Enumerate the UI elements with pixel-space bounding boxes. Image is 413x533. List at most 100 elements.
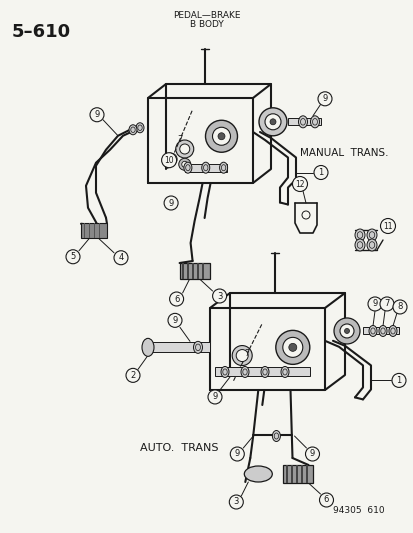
Text: 8: 8 <box>396 302 402 311</box>
Ellipse shape <box>136 123 144 133</box>
Circle shape <box>66 250 80 264</box>
Circle shape <box>168 313 182 327</box>
Text: 3: 3 <box>216 292 222 301</box>
Circle shape <box>313 166 327 180</box>
Circle shape <box>169 292 183 306</box>
Circle shape <box>181 161 188 167</box>
Text: 5: 5 <box>70 252 76 261</box>
Circle shape <box>305 447 319 461</box>
Circle shape <box>344 328 349 334</box>
Bar <box>192 263 194 279</box>
Circle shape <box>269 119 275 125</box>
Circle shape <box>317 92 331 106</box>
Circle shape <box>292 176 307 191</box>
Circle shape <box>126 368 140 382</box>
Bar <box>295 465 297 483</box>
Text: 2: 2 <box>130 371 135 380</box>
Circle shape <box>275 330 309 365</box>
Ellipse shape <box>368 326 376 336</box>
Circle shape <box>176 140 193 158</box>
Text: 9: 9 <box>309 449 314 458</box>
Circle shape <box>259 108 286 136</box>
Text: 6: 6 <box>173 295 179 303</box>
Ellipse shape <box>219 162 227 173</box>
Polygon shape <box>362 327 398 335</box>
Text: 9: 9 <box>234 449 240 458</box>
Bar <box>283 465 313 483</box>
Ellipse shape <box>221 367 228 377</box>
Text: 94305  610: 94305 610 <box>332 506 384 515</box>
Circle shape <box>212 127 230 146</box>
Circle shape <box>114 251 128 265</box>
Text: MANUAL  TRANS.: MANUAL TRANS. <box>299 148 387 158</box>
Circle shape <box>212 289 226 303</box>
Ellipse shape <box>240 367 248 377</box>
Text: 7: 7 <box>383 300 389 309</box>
Ellipse shape <box>129 125 137 135</box>
Ellipse shape <box>260 367 268 377</box>
Bar <box>187 263 189 279</box>
Circle shape <box>161 152 176 168</box>
Polygon shape <box>84 223 85 238</box>
Circle shape <box>333 318 359 344</box>
Text: 12: 12 <box>294 180 304 189</box>
Bar <box>179 263 209 279</box>
Text: 9: 9 <box>322 94 327 103</box>
Bar <box>285 465 287 483</box>
Circle shape <box>236 350 248 361</box>
Text: 3: 3 <box>233 497 238 506</box>
Ellipse shape <box>193 341 202 353</box>
Circle shape <box>282 337 302 357</box>
Polygon shape <box>214 367 309 376</box>
Circle shape <box>165 153 177 165</box>
Polygon shape <box>287 118 320 125</box>
Ellipse shape <box>388 326 396 336</box>
Text: AUTO.  TRANS: AUTO. TRANS <box>140 443 218 453</box>
Circle shape <box>367 297 381 311</box>
Text: 9: 9 <box>371 300 377 309</box>
Polygon shape <box>150 342 209 352</box>
Circle shape <box>391 374 405 387</box>
Text: 10: 10 <box>164 156 173 165</box>
Text: 9: 9 <box>94 110 100 119</box>
Circle shape <box>164 196 178 210</box>
Bar <box>305 465 307 483</box>
Text: 1: 1 <box>318 168 323 177</box>
Bar <box>182 263 184 279</box>
Ellipse shape <box>201 162 209 173</box>
Ellipse shape <box>142 338 154 357</box>
Ellipse shape <box>183 162 192 173</box>
Text: 9: 9 <box>168 198 173 207</box>
Circle shape <box>178 158 190 171</box>
Circle shape <box>218 133 224 140</box>
Ellipse shape <box>280 367 288 377</box>
Circle shape <box>380 219 394 233</box>
Circle shape <box>339 324 353 338</box>
Ellipse shape <box>366 229 376 241</box>
Bar <box>202 263 204 279</box>
Ellipse shape <box>244 466 272 482</box>
Text: B BODY: B BODY <box>190 20 223 29</box>
Ellipse shape <box>354 239 364 251</box>
Text: 4: 4 <box>118 253 123 262</box>
Circle shape <box>229 495 243 509</box>
Text: 5–610: 5–610 <box>12 23 71 41</box>
Circle shape <box>392 300 406 314</box>
Ellipse shape <box>310 116 319 128</box>
Text: PEDAL—BRAKE: PEDAL—BRAKE <box>173 11 240 20</box>
Circle shape <box>90 108 104 122</box>
Circle shape <box>288 343 296 351</box>
Text: 9: 9 <box>212 392 217 401</box>
Ellipse shape <box>366 239 376 251</box>
Bar <box>197 263 199 279</box>
Circle shape <box>207 390 221 404</box>
Circle shape <box>179 144 189 154</box>
Text: 11: 11 <box>382 222 392 230</box>
Text: 9: 9 <box>172 316 177 325</box>
Text: 1: 1 <box>395 376 401 385</box>
Ellipse shape <box>272 431 280 441</box>
Circle shape <box>205 120 237 152</box>
Ellipse shape <box>354 229 364 241</box>
Text: 6: 6 <box>323 496 328 505</box>
Circle shape <box>379 297 393 311</box>
